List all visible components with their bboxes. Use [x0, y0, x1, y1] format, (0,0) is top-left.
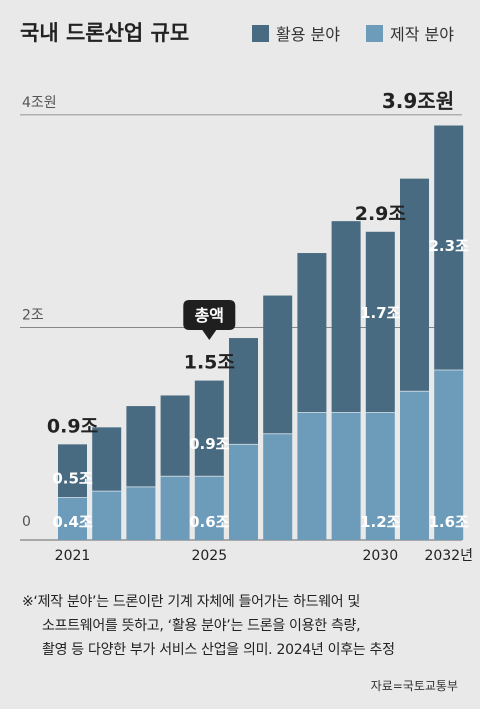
x-axis: 2021 2025 2030 2032년 [55, 548, 473, 564]
segment-label-2021-0: 0.4조 [52, 513, 93, 531]
callout-bubble [183, 300, 236, 340]
legend-label-usage: 활용 분야 [276, 25, 340, 44]
bar-production-2022 [92, 491, 122, 540]
x-tick-2032년: 2032년 [424, 548, 473, 564]
data-labels: 0.4조 0.5조 0.6조 0.9조 1.2조 1.7조 1.6조 2.3조 0.9조 1.5조… [47, 89, 469, 531]
bar-usage-2028 [297, 253, 327, 413]
bar-usage-2021 [58, 444, 87, 498]
bar-usage-2024 [160, 395, 190, 477]
bar-usage-2023 [126, 406, 156, 487]
segment-label-2030-1: 1.7조 [360, 304, 401, 322]
bar-production-2028 [297, 412, 327, 540]
x-tick-2025: 2025 [191, 548, 227, 564]
x-tick-2030: 2030 [362, 548, 398, 564]
legend: 활용 분야 제작 분야 [252, 25, 454, 44]
total-label-2021: 0.9조 [47, 415, 98, 437]
bar-usage-2031 [400, 178, 429, 392]
footnote-line-1: ※‘제작 분야’는 드론이란 기계 자체에 들어가는 하드웨어 및 [22, 594, 361, 610]
footnote: ※‘제작 분야’는 드론이란 기계 자체에 들어가는 하드웨어 및 소프트웨어를… [22, 590, 466, 662]
bar-usage-2032 [434, 125, 464, 370]
x-tick-2021: 2021 [55, 548, 91, 564]
legend-label-production: 제작 분야 [390, 25, 454, 44]
bar-production-2023 [126, 486, 156, 540]
total-label-2030: 2.9조 [355, 203, 406, 225]
bar-production-2030 [365, 412, 395, 540]
legend-swatch-usage [252, 25, 269, 42]
bar-production-2027 [263, 433, 293, 540]
bar-production-2025 [194, 476, 224, 540]
y-label-0: 0 [22, 514, 31, 530]
segment-label-2032-0: 1.6조 [429, 513, 470, 531]
bar-production-2024 [160, 476, 190, 540]
chart-title: 국내 드론산업 규모 [20, 21, 189, 45]
segment-label-2025-1: 0.9조 [189, 435, 230, 453]
bar-usage-2022 [92, 427, 122, 492]
bar-production-2029 [331, 412, 361, 540]
total-label-2032: 3.9조원 [382, 89, 454, 113]
callout-label: 총액 [195, 306, 224, 325]
segment-label-2025-0: 0.6조 [189, 513, 230, 531]
bar-production-2032 [434, 369, 464, 540]
segment-label-2030-0: 1.2조 [360, 513, 401, 531]
bar-usage-2027 [263, 295, 293, 434]
total-label-2025: 1.5조 [184, 352, 235, 374]
y-label-2: 4조원 [22, 95, 57, 111]
footnote-line-3: 촬영 등 다양한 부가 서비스 산업을 의미. 2024년 이후는 추정 [42, 642, 395, 658]
callout-total: 총액 [183, 300, 236, 340]
bar-production-2026 [229, 444, 258, 540]
source-credit: 자료=국토교통부 [370, 679, 458, 693]
footnote-line-2: 소프트웨어를 뜻하고, ‘활용 분야’는 드론을 이용한 측량, [42, 618, 361, 634]
y-label-1: 2조 [22, 307, 44, 323]
segment-label-2032-1: 2.3조 [429, 237, 470, 255]
bar-usage-2025 [194, 380, 224, 477]
legend-swatch-production [366, 25, 383, 42]
bar-usage-2029 [331, 221, 361, 413]
bars [58, 125, 464, 540]
bar-production-2021 [58, 497, 87, 540]
bar-usage-2030 [365, 231, 395, 413]
bar-production-2031 [400, 391, 429, 540]
bar-usage-2026 [229, 338, 258, 445]
segment-label-2021-1: 0.5조 [52, 469, 93, 487]
